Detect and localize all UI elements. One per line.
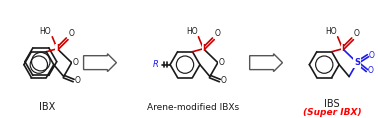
Polygon shape xyxy=(84,54,116,72)
Text: I: I xyxy=(341,44,344,53)
Text: IBX: IBX xyxy=(39,102,55,112)
Text: I: I xyxy=(56,44,59,53)
Text: IBS: IBS xyxy=(324,99,340,109)
Text: HO: HO xyxy=(325,27,337,36)
Text: O: O xyxy=(218,58,224,67)
Text: O: O xyxy=(368,66,374,75)
Text: HO: HO xyxy=(40,27,51,36)
Text: O: O xyxy=(353,29,359,38)
Text: O: O xyxy=(214,29,220,38)
Text: I: I xyxy=(202,44,205,53)
Text: O: O xyxy=(72,58,78,67)
Text: S: S xyxy=(354,58,360,67)
Text: Arene-modified IBXs: Arene-modified IBXs xyxy=(147,103,239,112)
Text: HO: HO xyxy=(186,27,197,36)
Text: O: O xyxy=(221,76,227,85)
Text: O: O xyxy=(68,29,74,38)
Text: (Super IBX): (Super IBX) xyxy=(303,108,361,117)
Polygon shape xyxy=(249,54,282,72)
Text: O: O xyxy=(369,51,375,60)
Text: O: O xyxy=(74,76,81,85)
Text: R: R xyxy=(152,60,158,69)
